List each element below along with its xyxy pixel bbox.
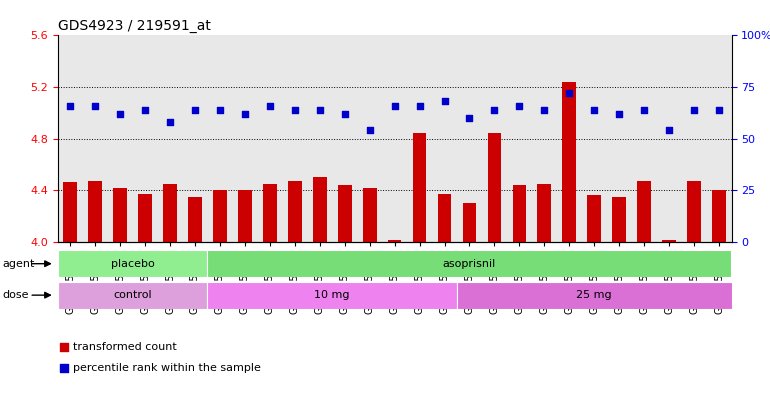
Point — [189, 107, 201, 113]
Bar — [163, 184, 177, 242]
Text: placebo: placebo — [111, 259, 155, 269]
Text: 10 mg: 10 mg — [314, 290, 350, 300]
Bar — [612, 196, 626, 242]
Point — [263, 102, 276, 108]
Point — [488, 107, 500, 113]
Bar — [457, 282, 732, 309]
Point — [514, 102, 526, 108]
Text: transformed count: transformed count — [72, 342, 176, 352]
Text: GDS4923 / 219591_at: GDS4923 / 219591_at — [58, 19, 211, 33]
Bar — [63, 182, 77, 242]
Bar — [139, 194, 152, 242]
Point — [214, 107, 226, 113]
Point — [164, 119, 176, 125]
Point — [388, 102, 400, 108]
Point — [563, 90, 575, 96]
Point — [663, 127, 675, 133]
Point — [289, 107, 301, 113]
Bar — [638, 181, 651, 242]
Point — [613, 110, 625, 117]
Bar — [188, 196, 202, 242]
Point — [139, 107, 151, 113]
Text: control: control — [113, 290, 152, 300]
Bar — [213, 190, 227, 242]
Bar — [588, 195, 601, 242]
Bar — [388, 241, 401, 242]
Point — [89, 102, 102, 108]
Bar — [487, 133, 501, 242]
Text: asoprisnil: asoprisnil — [443, 259, 496, 269]
Bar — [238, 190, 252, 242]
Bar — [463, 203, 477, 242]
Bar — [562, 82, 576, 242]
Bar — [338, 185, 352, 242]
Point — [239, 110, 251, 117]
Bar — [288, 181, 302, 242]
Point — [339, 110, 351, 117]
Bar — [113, 187, 127, 242]
Bar — [263, 184, 276, 242]
Point — [588, 107, 601, 113]
Point — [413, 102, 426, 108]
Text: 25 mg: 25 mg — [577, 290, 612, 300]
Bar — [413, 133, 427, 242]
Bar — [363, 187, 377, 242]
Bar — [437, 194, 451, 242]
Point — [59, 365, 71, 371]
Bar — [58, 282, 207, 309]
Point — [64, 102, 76, 108]
Point — [638, 107, 651, 113]
Point — [59, 344, 71, 351]
Bar — [89, 181, 102, 242]
Bar — [207, 282, 457, 309]
Bar — [207, 250, 732, 277]
Bar — [313, 177, 326, 242]
Text: percentile rank within the sample: percentile rank within the sample — [72, 363, 260, 373]
Point — [713, 107, 725, 113]
Text: agent: agent — [2, 259, 35, 269]
Bar — [58, 250, 207, 277]
Bar — [662, 241, 676, 242]
Point — [464, 115, 476, 121]
Point — [688, 107, 700, 113]
Bar — [687, 181, 701, 242]
Point — [313, 107, 326, 113]
Point — [538, 107, 551, 113]
Bar — [537, 184, 551, 242]
Bar — [712, 190, 726, 242]
Point — [114, 110, 126, 117]
Bar — [513, 185, 526, 242]
Point — [438, 98, 450, 105]
Point — [363, 127, 376, 133]
Text: dose: dose — [2, 290, 28, 300]
